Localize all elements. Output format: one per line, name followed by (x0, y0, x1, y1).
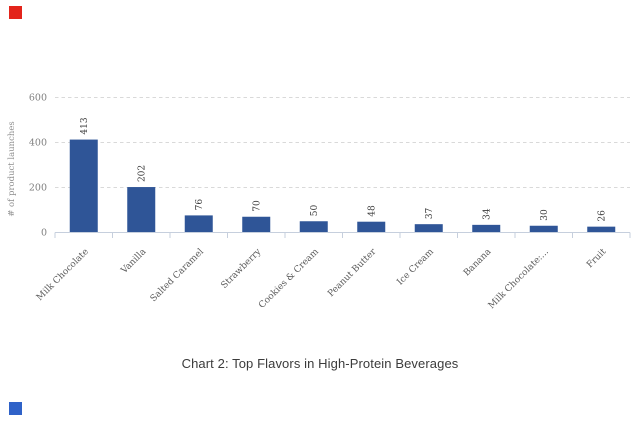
bar-value-label: 413 (80, 117, 90, 134)
y-axis-tick-label: 600 (29, 93, 47, 104)
red-corner-swatch (9, 6, 22, 19)
bar-value-label: 76 (195, 199, 205, 211)
x-axis-category-label: Salted Caramel (149, 247, 206, 304)
bar (357, 221, 386, 233)
bar-value-label: 70 (252, 200, 262, 212)
bar-value-label: 26 (597, 210, 607, 222)
bar (529, 225, 558, 233)
x-axis-category-label: Banana (462, 247, 494, 279)
bar-chart: 0 200 400 600 # of product launches 413 Milk C… (7, 93, 631, 311)
x-axis-category-label: Peanut Butter (326, 247, 379, 300)
bar (69, 139, 98, 233)
bar-value-label: 34 (482, 208, 492, 220)
x-axis-category-label: Milk Chocolate:... (487, 247, 551, 311)
y-axis-tick-label: 0 (41, 228, 47, 239)
bar-value-label: 37 (425, 207, 435, 219)
y-axis-tick-label: 200 (29, 183, 47, 194)
bar (587, 226, 616, 233)
x-axis-category-label: Fruit (585, 247, 608, 270)
bar-value-label: 30 (540, 209, 550, 221)
x-axis-category-label: Strawberry (220, 246, 264, 290)
bar (414, 224, 443, 233)
bar-value-label: 50 (310, 205, 320, 217)
x-axis-category-label: Cookies & Cream (257, 247, 321, 311)
blue-corner-swatch (9, 402, 22, 415)
y-axis-title: # of product launches (7, 121, 17, 217)
x-axis-category-label: Ice Cream (395, 247, 436, 288)
bar-value-label: 202 (137, 165, 147, 182)
bar (242, 216, 271, 233)
bar (472, 224, 501, 233)
chart-caption: Chart 2: Top Flavors in High-Protein Bev… (181, 356, 459, 371)
bar (299, 221, 328, 233)
y-axis-tick-label: 400 (29, 138, 47, 149)
bar-value-label: 48 (367, 205, 377, 217)
bar (184, 215, 213, 233)
bar (127, 187, 156, 233)
x-axis-category-label: Milk Chocolate (35, 247, 91, 303)
x-axis-category-label: Vanilla (119, 247, 149, 277)
